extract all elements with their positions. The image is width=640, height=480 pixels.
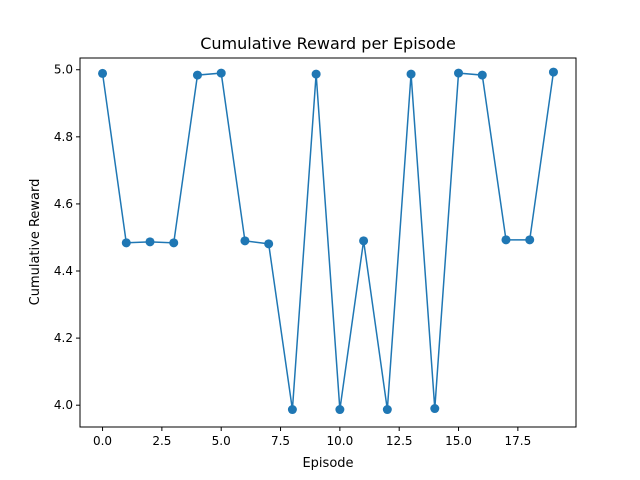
y-tick-label: 4.6 — [54, 197, 73, 211]
data-point — [430, 404, 440, 414]
data-point — [477, 70, 487, 80]
data-point — [264, 239, 274, 249]
data-point — [501, 235, 511, 245]
data-point — [216, 68, 226, 78]
data-point — [382, 405, 392, 415]
data-point — [98, 68, 108, 78]
data-point — [240, 236, 250, 246]
data-point — [169, 238, 179, 248]
y-tick-label: 4.0 — [54, 398, 73, 412]
x-tick-label: 7.5 — [271, 434, 290, 448]
data-point — [454, 68, 464, 78]
data-point — [145, 237, 155, 247]
data-point — [548, 67, 558, 77]
x-axis-label: Episode — [302, 456, 353, 471]
x-tick-label: 12.5 — [386, 434, 413, 448]
x-tick-label: 5.0 — [212, 434, 231, 448]
x-tick-label: 15.0 — [445, 434, 472, 448]
y-tick-label: 4.4 — [54, 264, 73, 278]
data-point — [335, 405, 345, 415]
x-axis: 0.0 2.5 5.0 7.5 10.0 12.5 15.0 17.5 — [93, 427, 531, 448]
data-point — [121, 238, 131, 248]
data-point — [192, 70, 202, 80]
data-point — [525, 235, 535, 245]
chart-title: Cumulative Reward per Episode — [200, 34, 456, 53]
x-tick-label: 0.0 — [93, 434, 112, 448]
y-tick-label: 4.8 — [54, 130, 73, 144]
y-tick-label: 5.0 — [54, 63, 73, 77]
x-tick-label: 17.5 — [504, 434, 531, 448]
y-axis: 4.0 4.2 4.4 4.6 4.8 5.0 — [54, 63, 80, 412]
x-tick-label: 10.0 — [327, 434, 354, 448]
data-point — [406, 69, 416, 79]
x-tick-label: 2.5 — [152, 434, 171, 448]
data-point — [359, 236, 369, 246]
axes-frame — [79, 57, 577, 428]
data-point — [311, 69, 321, 79]
data-point — [287, 405, 297, 415]
y-tick-label: 4.2 — [54, 331, 73, 345]
y-axis-label: Cumulative Reward — [28, 179, 43, 306]
plot-area — [98, 67, 558, 415]
